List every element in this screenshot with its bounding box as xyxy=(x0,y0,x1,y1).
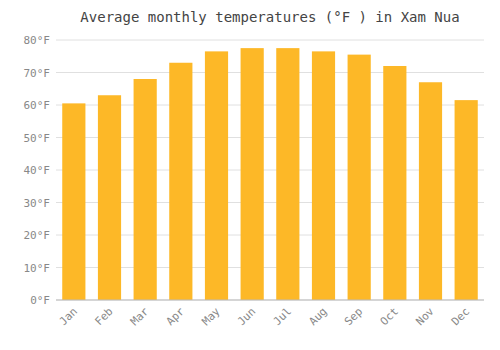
bar xyxy=(312,51,335,300)
bar xyxy=(62,103,85,300)
x-tick-label: Oct xyxy=(378,305,401,328)
y-tick-label: 20°F xyxy=(24,229,51,242)
y-tick-label: 40°F xyxy=(24,164,51,177)
chart: Average monthly temperatures (°F ) in Xa… xyxy=(0,0,500,350)
x-tick-label: May xyxy=(199,305,223,329)
x-tick-label: Jan xyxy=(57,305,80,328)
bar xyxy=(169,63,192,300)
x-tick-label: Apr xyxy=(164,305,188,329)
grid-line xyxy=(56,72,484,73)
x-tick-label: Mar xyxy=(128,305,152,329)
bar xyxy=(205,51,228,300)
chart-container: Average monthly temperatures (°F ) in Xa… xyxy=(0,0,500,350)
bar xyxy=(348,55,371,300)
y-tick-label: 0°F xyxy=(30,294,50,307)
grid xyxy=(56,40,484,300)
y-tick-label: 60°F xyxy=(24,99,51,112)
y-tick-label: 70°F xyxy=(24,67,51,80)
x-tick-label: Feb xyxy=(92,305,115,328)
bar xyxy=(455,100,478,300)
bar xyxy=(98,95,121,300)
x-axis-line xyxy=(56,300,484,301)
bars xyxy=(62,48,478,300)
bar xyxy=(419,82,442,300)
grid-line xyxy=(56,300,484,301)
bar xyxy=(134,79,157,300)
x-tick-label: Sep xyxy=(342,305,365,328)
bar xyxy=(383,66,406,300)
x-tick-label: Jun xyxy=(235,305,258,328)
grid-line xyxy=(56,40,484,41)
bar xyxy=(276,48,299,300)
bar xyxy=(241,48,264,300)
y-tick-label: 10°F xyxy=(24,262,51,275)
x-tick-label: Nov xyxy=(413,305,437,329)
x-tick-label: Jul xyxy=(271,305,294,328)
x-tick-label: Aug xyxy=(306,305,329,328)
x-tick-label: Dec xyxy=(449,305,472,328)
title: Average monthly temperatures (°F ) in Xa… xyxy=(80,9,459,25)
y-tick-label: 30°F xyxy=(24,197,51,210)
y-tick-label: 50°F xyxy=(24,132,51,145)
y-tick-label: 80°F xyxy=(24,34,51,47)
